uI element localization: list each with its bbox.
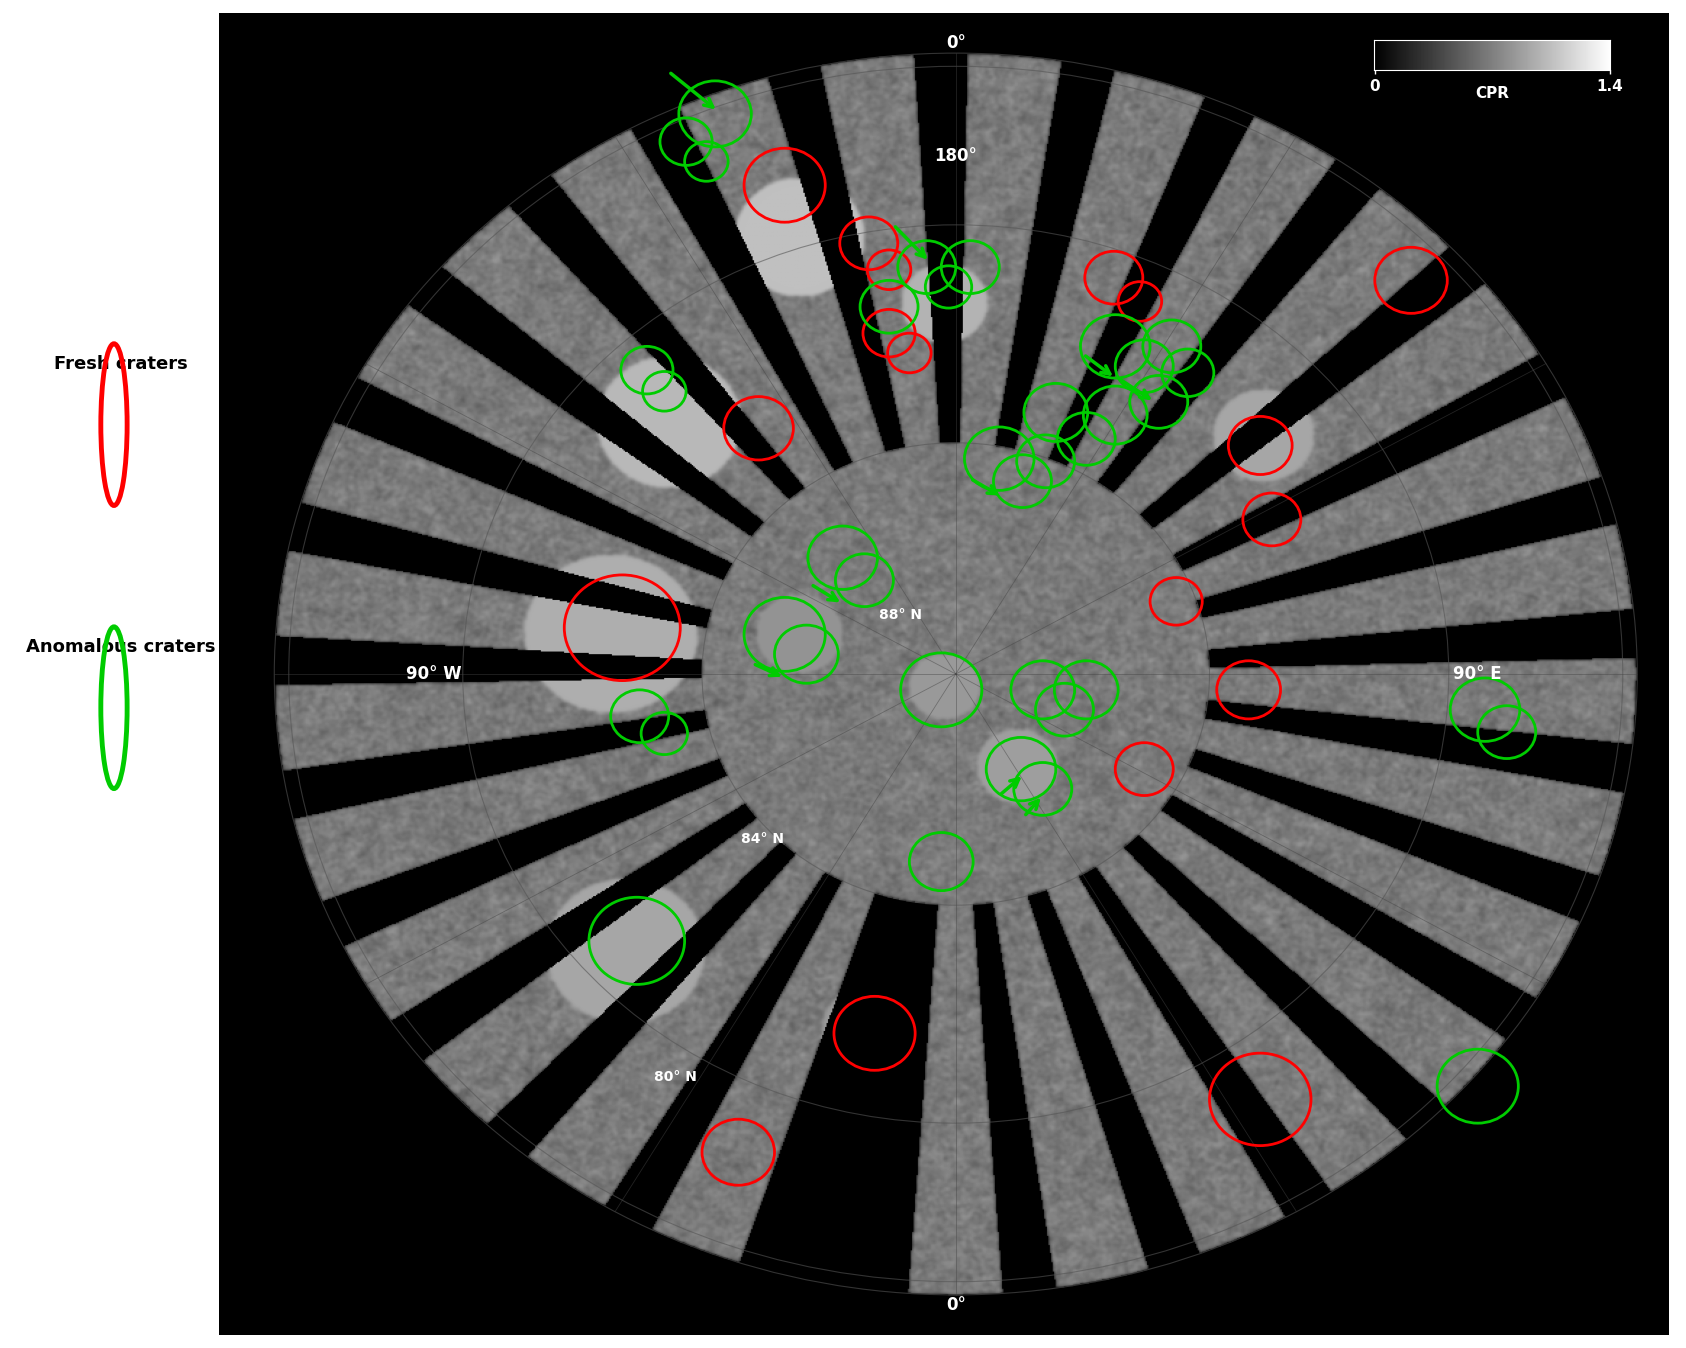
- Text: Fresh craters: Fresh craters: [54, 355, 187, 373]
- Text: 90° W: 90° W: [406, 665, 462, 683]
- Text: Anomalous craters: Anomalous craters: [25, 638, 216, 656]
- Text: 88° N: 88° N: [878, 608, 922, 621]
- Text: CPR: CPR: [1475, 86, 1509, 101]
- Text: 80° N: 80° N: [654, 1070, 698, 1084]
- Text: 90° E: 90° E: [1453, 665, 1502, 683]
- Text: 0°: 0°: [946, 1297, 966, 1314]
- Text: 84° N: 84° N: [742, 832, 784, 847]
- Text: 0°: 0°: [946, 34, 966, 51]
- Text: 180°: 180°: [934, 147, 978, 166]
